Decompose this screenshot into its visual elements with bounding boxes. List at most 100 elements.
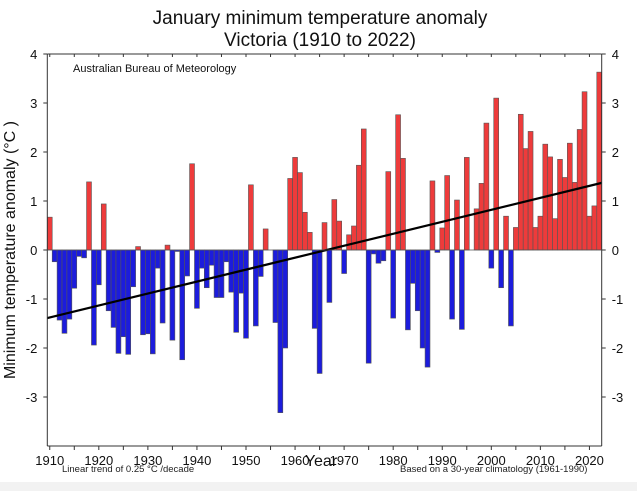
- bar-1953: [257, 249, 264, 277]
- bar-1945: [218, 249, 225, 298]
- bar-1976: [370, 249, 377, 255]
- bar-2003: [503, 215, 509, 251]
- bar-2002: [498, 249, 504, 289]
- bar-1970: [341, 249, 347, 274]
- bar-1991: [444, 175, 450, 251]
- bar-1916: [76, 249, 82, 257]
- bar-2021: [591, 205, 598, 251]
- bar-1995: [464, 157, 470, 251]
- x-tick-label: 2000: [477, 453, 506, 468]
- bar-1958: [282, 249, 289, 349]
- bar-2012: [547, 156, 553, 251]
- bar-1999: [483, 122, 490, 251]
- chart-title: January minimum temperature anomaly: [153, 8, 488, 29]
- bar-1980: [390, 249, 396, 319]
- bar-1966: [321, 222, 328, 251]
- bar-1993: [454, 199, 460, 251]
- bar-1972: [351, 225, 357, 251]
- bar-1910: [46, 216, 53, 251]
- y-tick-label: 4: [612, 47, 619, 62]
- bar-1963: [307, 232, 313, 251]
- bar-1932: [154, 249, 161, 269]
- bar-2014: [557, 159, 563, 251]
- bar-1934: [164, 244, 171, 251]
- bar-1921: [100, 203, 107, 251]
- bar-1981: [395, 114, 401, 251]
- x-tick-labels: 1910 1920 1930 1940 1950 1960 1970 1980 1990 2000…: [35, 453, 604, 468]
- trend-line-group: [47, 181, 602, 320]
- bar-1971: [346, 234, 352, 251]
- bar-1913: [61, 249, 68, 334]
- y-tick-label: -1: [612, 292, 624, 307]
- bar-2004: [508, 249, 514, 327]
- bar-1992: [449, 249, 455, 320]
- bar-1917: [81, 249, 87, 259]
- bar-1988: [429, 180, 436, 251]
- bar-1952: [253, 249, 259, 327]
- bar-2013: [552, 218, 558, 251]
- bar-1951: [248, 184, 254, 251]
- bar-1967: [326, 249, 333, 303]
- bar-1978: [380, 249, 387, 262]
- chart-subtitle: Victoria (1910 to 2022): [224, 30, 416, 51]
- bar-1928: [135, 246, 141, 251]
- x-tick-label: 1980: [379, 453, 408, 468]
- climatology-note: Based on a 30-year climatology (1961-199…: [400, 464, 587, 475]
- y-axis-label: Minimum temperature anomaly (°C ): [2, 121, 19, 379]
- bar-1937: [179, 249, 185, 361]
- bar-1987: [424, 249, 431, 368]
- bar-1968: [331, 199, 338, 251]
- y-tick-label: 0: [30, 243, 37, 258]
- y-tick-label: -2: [612, 341, 624, 356]
- bar-1985: [414, 249, 421, 312]
- x-tick-label: 1990: [428, 453, 457, 468]
- bar-1979: [385, 171, 392, 251]
- y-tick-labels-left: -3 -2 -1 0 1 2 3 4: [26, 47, 38, 405]
- credit-label: Australian Bureau of Meteorology: [73, 63, 237, 75]
- y-tick-labels-right: -3 -2 -1 0 1 2 3 4: [612, 47, 624, 405]
- bar-1961: [297, 172, 303, 251]
- bar-1941: [199, 249, 205, 269]
- bar-2007: [522, 148, 529, 251]
- bar-1923: [110, 249, 117, 328]
- bar-1942: [204, 249, 210, 289]
- y-tick-label: 4: [30, 47, 37, 62]
- bar-2020: [586, 215, 593, 251]
- bar-1950: [243, 249, 249, 339]
- bar-1983: [405, 249, 411, 331]
- y-tick-label: 0: [612, 243, 619, 258]
- y-tick-label: 1: [30, 194, 37, 209]
- x-tick-label: 1940: [182, 453, 211, 468]
- bar-1984: [410, 249, 416, 284]
- bar-1960: [292, 157, 298, 251]
- bar-2000: [488, 249, 495, 269]
- axes-group: [43, 53, 606, 450]
- x-tick-label: 1910: [35, 453, 64, 468]
- bar-1914: [66, 249, 73, 320]
- bar-2008: [527, 131, 534, 251]
- y-tick-label: 2: [612, 145, 619, 160]
- bar-1957: [277, 249, 284, 413]
- bar-1974: [360, 128, 367, 251]
- bar-1946: [223, 249, 230, 263]
- footer-strip: [0, 482, 637, 491]
- bar-1919: [91, 249, 97, 346]
- bar-1998: [478, 183, 485, 251]
- y-tick-label: -2: [26, 341, 38, 356]
- bar-1956: [272, 249, 279, 323]
- y-tick-label: 2: [30, 145, 37, 160]
- bar-1940: [194, 249, 200, 309]
- bar-1947: [228, 249, 235, 293]
- trend-line: [47, 181, 602, 320]
- bar-1929: [140, 249, 146, 336]
- bar-2009: [532, 227, 539, 251]
- bar-1938: [184, 249, 190, 277]
- bar-1982: [400, 158, 406, 251]
- bar-1954: [262, 228, 269, 251]
- bar-1959: [287, 178, 293, 251]
- bar-2006: [517, 113, 524, 251]
- bar-2022: [596, 71, 602, 251]
- y-tick-label: -1: [26, 292, 38, 307]
- bar-1973: [356, 164, 362, 251]
